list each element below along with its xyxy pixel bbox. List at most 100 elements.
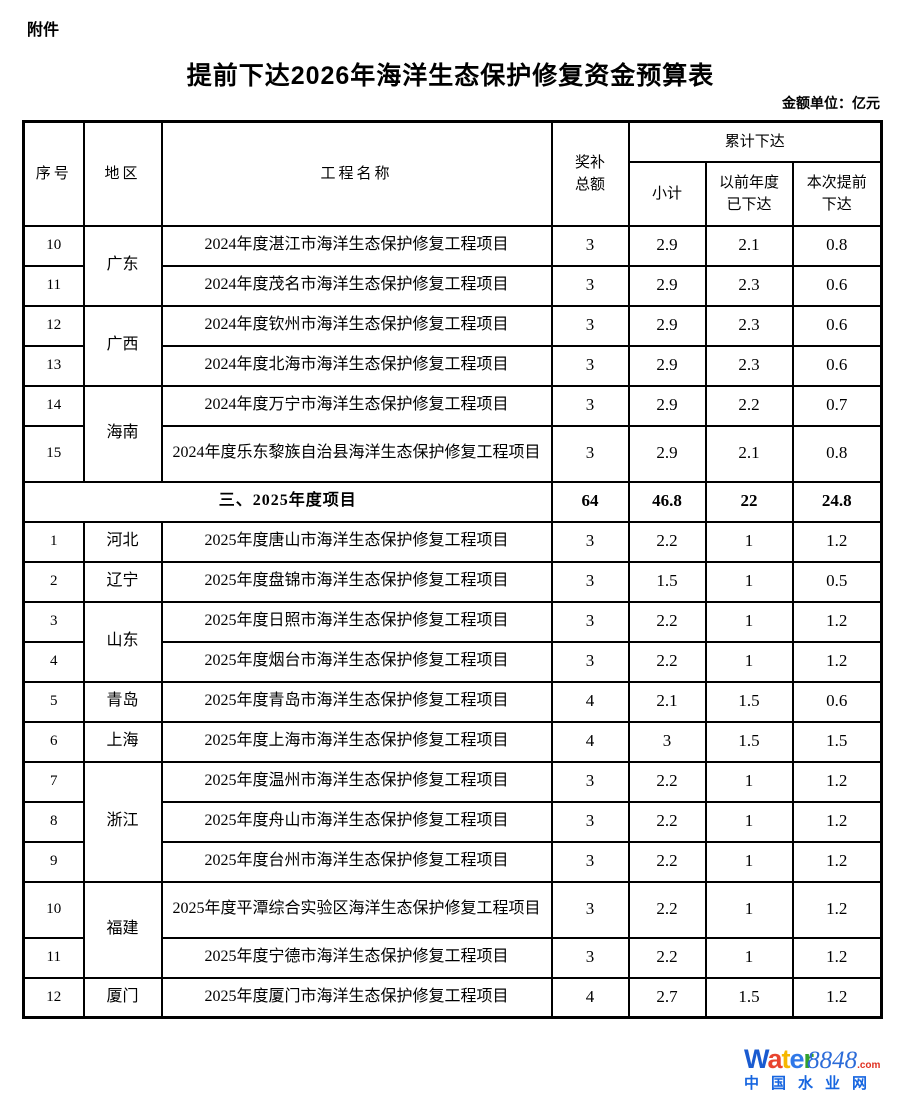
watermark-number: 8848: [807, 1047, 858, 1074]
current-cell: 0.6: [791, 680, 883, 723]
region-cell: 辽宁: [82, 560, 163, 603]
header-project: 工程名称: [160, 120, 553, 227]
watermark-caption: 中国水业网: [744, 1075, 880, 1092]
subtotal-cell: 2.2: [627, 880, 707, 939]
seq-cell: 11: [22, 936, 85, 979]
table-row: 8 2025年度舟山市海洋生态保护修复工程项目 3 2.2 1 1.2: [22, 800, 883, 843]
previous-cell: 1: [704, 600, 794, 643]
total-cell: 3: [550, 560, 630, 603]
watermark-tld: .com: [857, 1060, 881, 1071]
header-seq: 序号: [22, 120, 85, 227]
table-row: 7 浙江 2025年度温州市海洋生态保护修复工程项目 3 2.2 1 1.2: [22, 760, 883, 883]
project-cell: 2025年度平潭综合实验区海洋生态保护修复工程项目: [160, 880, 553, 939]
project-cell: 2025年度青岛市海洋生态保护修复工程项目: [160, 680, 553, 723]
previous-cell: 1: [704, 936, 794, 979]
project-cell: 2025年度盘锦市海洋生态保护修复工程项目: [160, 560, 553, 603]
total-cell: 4: [550, 720, 630, 763]
region-cell: 浙江: [82, 760, 163, 883]
current-cell: 1.2: [791, 760, 883, 803]
previous-cell: 1.5: [704, 720, 794, 763]
previous-cell: 1: [704, 840, 794, 883]
region-cell: 广西: [82, 304, 163, 387]
region-cell: 上海: [82, 720, 163, 763]
previous-cell: 1: [704, 880, 794, 939]
seq-cell: 13: [22, 344, 85, 387]
current-cell: 1.2: [791, 520, 883, 563]
seq-cell: 4: [22, 640, 85, 683]
table-row: 5 青岛 2025年度青岛市海洋生态保护修复工程项目 4 2.1 1.5 0.6: [22, 680, 883, 723]
seq-cell: 10: [22, 880, 85, 939]
previous-cell: 2.1: [704, 224, 794, 267]
table-row: 2 辽宁 2025年度盘锦市海洋生态保护修复工程项目 3 1.5 1 0.5: [22, 560, 883, 603]
table-row: 13 2024年度北海市海洋生态保护修复工程项目 3 2.9 2.3 0.6: [22, 344, 883, 387]
total-cell: 4: [550, 680, 630, 723]
current-cell: 1.2: [791, 840, 883, 883]
previous-cell: 1: [704, 520, 794, 563]
table-row: 12 厦门 2025年度厦门市海洋生态保护修复工程项目 4 2.7 1.5 1.…: [22, 976, 883, 1019]
table-row: 12 广西 2024年度钦州市海洋生态保护修复工程项目 3 2.9 2.3 0.…: [22, 304, 883, 387]
total-cell: 3: [550, 600, 630, 643]
region-cell: 福建: [82, 880, 163, 979]
table-row: 10 福建 2025年度平潭综合实验区海洋生态保护修复工程项目 3 2.2 1 …: [22, 880, 883, 979]
total-cell: 3: [550, 800, 630, 843]
total-cell: 4: [550, 976, 630, 1019]
seq-cell: 5: [22, 680, 85, 723]
seq-cell: 9: [22, 840, 85, 883]
page-title: 提前下达2026年海洋生态保护修复资金预算表: [186, 62, 715, 90]
project-cell: 2025年度上海市海洋生态保护修复工程项目: [160, 720, 553, 763]
seq-cell: 3: [22, 600, 85, 643]
table-row: 11 2025年度宁德市海洋生态保护修复工程项目 3 2.2 1 1.2: [22, 936, 883, 979]
header-row-sub: 小计 以前年度 已下达 本次提前 下达: [24, 160, 883, 227]
region-cell: 广东: [82, 224, 163, 307]
total-cell: 3: [550, 424, 630, 483]
project-cell: 2024年度北海市海洋生态保护修复工程项目: [160, 344, 553, 387]
table-row: 4 2025年度烟台市海洋生态保护修复工程项目 3 2.2 1 1.2: [22, 640, 883, 683]
total-cell: 3: [550, 520, 630, 563]
project-cell: 2025年度唐山市海洋生态保护修复工程项目: [160, 520, 553, 563]
current-cell: 1.2: [791, 976, 883, 1019]
subtotal-cell: 2.2: [627, 520, 707, 563]
region-cell: 青岛: [82, 680, 163, 723]
subtotal-cell: 2.2: [627, 800, 707, 843]
subtotal-cell: 2.9: [627, 424, 707, 483]
seq-cell: 2: [22, 560, 85, 603]
project-cell: 2025年度宁德市海洋生态保护修复工程项目: [160, 936, 553, 979]
watermark-brand: Water8848.com: [744, 1046, 900, 1074]
project-cell: 2025年度温州市海洋生态保护修复工程项目: [160, 760, 553, 803]
subtotal-cell: 2.2: [627, 840, 707, 883]
current-cell: 0.6: [791, 304, 883, 347]
previous-cell: 1: [704, 760, 794, 803]
project-cell: 2024年度湛江市海洋生态保护修复工程项目: [160, 224, 553, 267]
table-row: 11 2024年度茂名市海洋生态保护修复工程项目 3 2.9 2.3 0.6: [22, 264, 883, 307]
previous-cell: 2.1: [704, 424, 794, 483]
table-row: 9 2025年度台州市海洋生态保护修复工程项目 3 2.2 1 1.2: [22, 840, 883, 883]
current-cell: 1.2: [791, 936, 883, 979]
project-cell: 2024年度万宁市海洋生态保护修复工程项目: [160, 384, 553, 427]
project-cell: 2025年度台州市海洋生态保护修复工程项目: [160, 840, 553, 883]
header-region: 地区: [82, 120, 163, 227]
region-cell: 河北: [82, 520, 163, 563]
total-cell: 3: [550, 880, 630, 939]
header-subtotal: 小计: [627, 160, 707, 227]
total-cell: 3: [550, 224, 630, 267]
project-cell: 2025年度烟台市海洋生态保护修复工程项目: [160, 640, 553, 683]
total-cell: 3: [550, 936, 630, 979]
table-row: 15 2024年度乐东黎族自治县海洋生态保护修复工程项目 3 2.9 2.1 0…: [22, 424, 883, 483]
header-cumulative: 累计下达: [627, 120, 883, 163]
total-cell: 3: [550, 384, 630, 427]
subtotal-cell: 2.2: [627, 640, 707, 683]
subtotal-cell: 2.2: [627, 600, 707, 643]
seq-cell: 14: [22, 384, 85, 427]
subtotal-cell: 2.9: [627, 304, 707, 347]
previous-cell: 1: [704, 560, 794, 603]
subtotal-cell: 2.2: [627, 936, 707, 979]
total-cell: 3: [550, 344, 630, 387]
seq-cell: 1: [22, 520, 85, 563]
subtotal-cell: 2.1: [627, 680, 707, 723]
header-previous: 以前年度 已下达: [704, 160, 794, 227]
project-cell: 2025年度日照市海洋生态保护修复工程项目: [160, 600, 553, 643]
subtotal-cell: 2.9: [627, 384, 707, 427]
total-cell: 3: [550, 304, 630, 347]
current-cell: 1.2: [791, 800, 883, 843]
header-total: 奖补 总额: [550, 120, 630, 227]
